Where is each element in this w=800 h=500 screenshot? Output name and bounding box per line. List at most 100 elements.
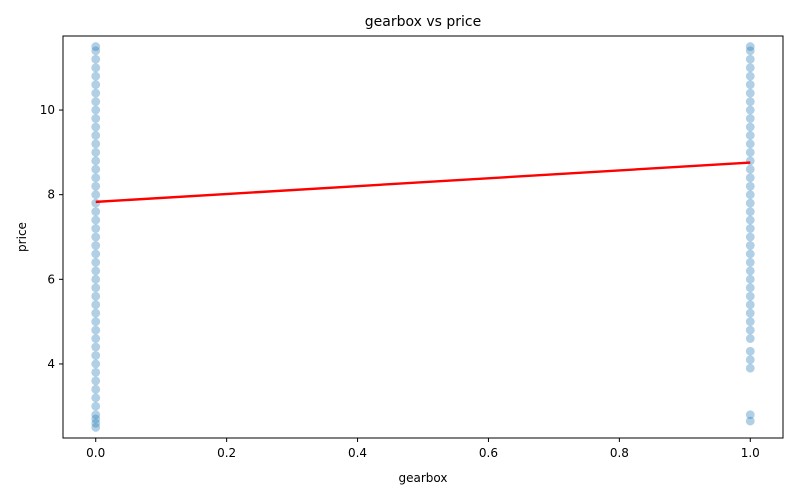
data-point — [91, 410, 101, 420]
data-point — [91, 274, 101, 284]
data-point — [745, 198, 755, 208]
regression-line-layer — [95, 161, 751, 204]
y-axis-ticks: 4 6 8 10 — [40, 103, 63, 371]
data-point — [745, 164, 755, 174]
data-point — [91, 122, 101, 132]
data-point — [91, 393, 101, 403]
data-point — [745, 241, 755, 250]
data-point — [745, 283, 755, 293]
data-point — [91, 423, 101, 432]
data-point — [91, 351, 101, 360]
data-point — [745, 131, 755, 140]
data-point — [91, 71, 101, 81]
data-point — [91, 54, 101, 64]
data-point — [91, 266, 101, 276]
data-point — [745, 190, 755, 200]
data-point — [91, 401, 101, 411]
data-point — [91, 224, 101, 233]
data-point — [745, 114, 755, 123]
data-point — [91, 232, 101, 242]
x-axis-label: gearbox — [399, 471, 448, 485]
data-point — [91, 384, 101, 394]
x-tick-label: 0.4 — [348, 446, 367, 460]
data-point — [91, 207, 101, 217]
data-point — [745, 54, 755, 64]
x-tick-label: 0.0 — [86, 446, 105, 460]
data-point — [745, 232, 755, 242]
chart-title: gearbox vs price — [365, 14, 481, 30]
data-point — [745, 308, 755, 318]
x-tick-label: 1.0 — [741, 446, 760, 460]
data-point — [745, 122, 755, 132]
x-tick-label: 0.8 — [610, 446, 629, 460]
data-point — [745, 300, 755, 310]
plot-frame — [62, 35, 784, 439]
data-point — [91, 63, 101, 73]
data-point — [745, 317, 755, 327]
y-tick-label: 6 — [47, 272, 55, 286]
data-point — [91, 46, 101, 56]
data-point — [91, 317, 101, 327]
data-point — [745, 63, 755, 73]
data-point — [745, 42, 755, 51]
x-tick-label: 0.2 — [217, 446, 236, 460]
data-point — [745, 173, 755, 183]
data-point — [745, 355, 755, 365]
data-point — [91, 249, 101, 259]
data-point — [91, 80, 101, 90]
data-point — [745, 224, 755, 233]
data-point — [91, 88, 101, 98]
data-point — [91, 105, 101, 115]
data-point — [91, 131, 101, 140]
data-point — [745, 71, 755, 81]
data-point — [91, 215, 101, 225]
data-point — [745, 249, 755, 259]
data-point — [91, 181, 101, 191]
data-point — [745, 291, 755, 301]
data-point — [745, 80, 755, 90]
data-point — [745, 266, 755, 276]
data-point — [91, 342, 101, 352]
data-point — [91, 257, 101, 267]
data-point — [745, 207, 755, 217]
data-point — [745, 325, 755, 335]
data-point — [91, 308, 101, 318]
data-point — [745, 257, 755, 267]
data-point — [91, 359, 101, 369]
data-point — [745, 88, 755, 98]
data-point — [91, 147, 101, 157]
data-point — [91, 414, 101, 424]
data-point — [91, 190, 101, 200]
data-point — [91, 283, 101, 293]
data-point — [745, 46, 755, 56]
data-point — [91, 173, 101, 183]
data-point — [91, 241, 101, 250]
data-point — [745, 416, 755, 426]
data-point — [745, 334, 755, 343]
data-point — [745, 363, 755, 373]
data-point — [91, 97, 101, 106]
data-point — [745, 156, 755, 166]
y-tick-label: 10 — [40, 103, 55, 117]
data-point — [91, 376, 101, 386]
data-point — [745, 181, 755, 191]
data-point — [745, 147, 755, 157]
data-point — [91, 198, 101, 208]
y-axis-label: price — [15, 222, 29, 252]
data-point — [745, 346, 755, 356]
data-point — [91, 114, 101, 123]
data-point — [91, 164, 101, 174]
data-point — [745, 97, 755, 106]
data-point — [91, 334, 101, 343]
x-axis-ticks: 0.0 0.2 0.4 0.6 0.8 1.0 — [86, 438, 760, 460]
data-point — [745, 274, 755, 284]
data-point — [91, 300, 101, 310]
data-point — [745, 215, 755, 225]
data-point — [91, 139, 101, 149]
data-point — [91, 291, 101, 301]
regression-line — [95, 161, 751, 204]
data-point — [91, 156, 101, 166]
data-point — [91, 418, 101, 428]
